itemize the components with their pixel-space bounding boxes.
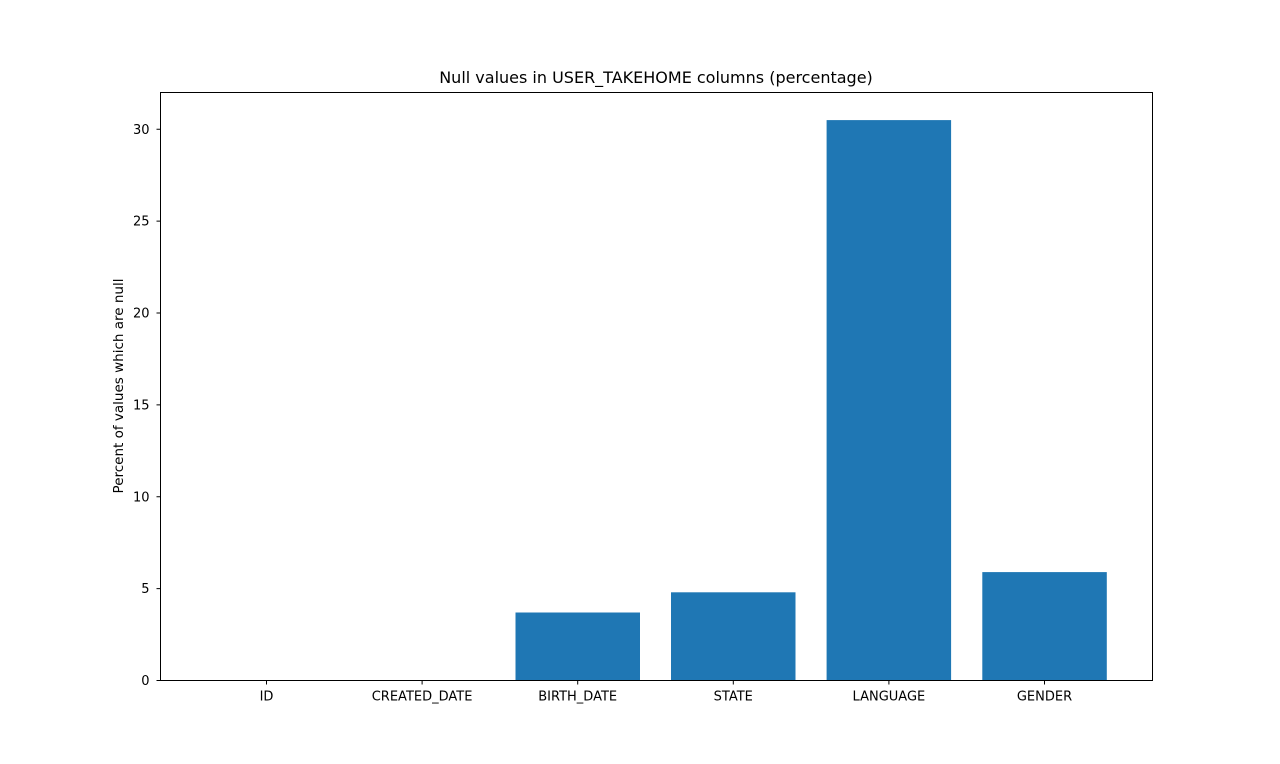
y-tick-label: 15 bbox=[133, 398, 150, 413]
y-tick-label: 25 bbox=[133, 215, 150, 230]
x-tick-label: CREATED_DATE bbox=[372, 690, 473, 705]
y-axis: 0 5 10 15 20 25 30 bbox=[133, 123, 161, 689]
x-tick-label: GENDER bbox=[1017, 690, 1072, 705]
y-tick-label: 5 bbox=[141, 582, 149, 597]
x-axis: ID CREATED_DATE BIRTH_DATE STATE LANGUAGE GEN… bbox=[260, 680, 1072, 705]
bars-layer bbox=[515, 120, 1107, 681]
y-tick-label: 0 bbox=[141, 674, 149, 689]
bar-birth-date bbox=[515, 612, 640, 681]
x-tick-label: BIRTH_DATE bbox=[538, 690, 617, 705]
bar-gender bbox=[982, 572, 1107, 681]
y-tick-label: 30 bbox=[133, 123, 150, 138]
y-axis-label: Percent of values which are null bbox=[111, 279, 127, 494]
plot-area-frame bbox=[160, 92, 1153, 681]
x-tick-label: STATE bbox=[714, 690, 753, 705]
bar-language bbox=[826, 120, 952, 681]
y-tick-label: 10 bbox=[133, 490, 150, 505]
bar-state bbox=[671, 592, 796, 681]
x-tick-label: ID bbox=[260, 690, 274, 705]
chart-title: Null values in USER_TAKEHOME columns (pe… bbox=[439, 68, 873, 88]
x-tick-label: LANGUAGE bbox=[853, 690, 926, 705]
y-tick-label: 20 bbox=[133, 307, 150, 322]
